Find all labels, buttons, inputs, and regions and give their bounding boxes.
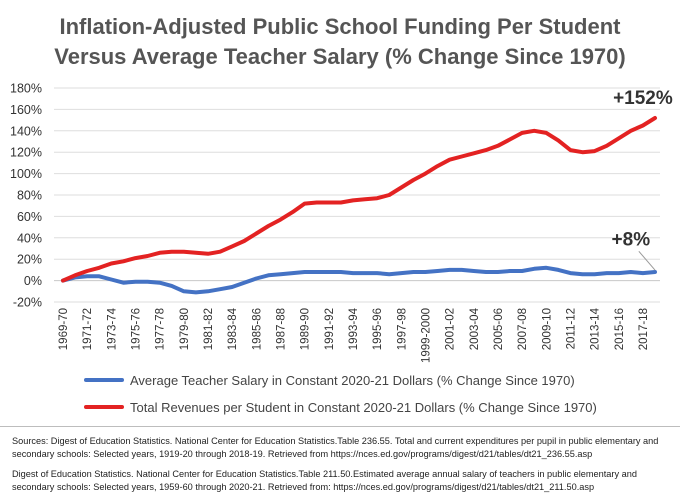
x-tick-label: 1991-92 xyxy=(324,308,336,350)
annotation-pointer xyxy=(638,250,656,271)
x-tick-label: 2009-10 xyxy=(541,308,553,350)
y-tick-label: 100% xyxy=(10,167,42,181)
x-tick-label: 2015-16 xyxy=(614,308,626,350)
y-tick-label: 0% xyxy=(24,274,42,288)
x-tick-label: 2001-02 xyxy=(445,308,457,350)
series-line-1 xyxy=(61,116,657,283)
x-tick-label: 2017-18 xyxy=(638,308,650,350)
y-axis-tick-labels: -20% 0% 20% 40% 60% 80% 100% 120% 140% 160% 180% xyxy=(10,82,42,310)
annotation-label-1: +8% xyxy=(612,229,651,250)
x-tick-label: 2011-12 xyxy=(565,308,577,349)
legend-swatch-revenue xyxy=(84,405,124,409)
y-tick-label: 60% xyxy=(17,210,42,224)
x-tick-label: 1981-82 xyxy=(203,308,215,350)
chart-title: Inflation-Adjusted Public School Funding… xyxy=(0,12,680,72)
y-tick-label: 180% xyxy=(10,82,42,96)
series-lines xyxy=(61,116,657,295)
x-tick-label: 2013-14 xyxy=(590,307,602,350)
x-axis-tick-labels: 1969-70 1971-72 1973-74 1975-76 1977-78 1979-… xyxy=(58,307,650,363)
legend-item-revenue: Total Revenues per Student in Constant 2… xyxy=(84,397,644,417)
legend-swatch-salary xyxy=(84,378,124,382)
source-citation-2: Digest of Education Statistics. National… xyxy=(12,469,637,492)
y-tick-label: 80% xyxy=(17,189,42,203)
chart-title-line-2: Versus Average Teacher Salary (% Change … xyxy=(54,44,626,69)
x-tick-label: 1979-80 xyxy=(179,308,191,350)
x-tick-label: 1997-98 xyxy=(396,308,408,350)
x-tick-label: 2005-06 xyxy=(493,308,505,350)
x-tick-label: 1999-2000 xyxy=(420,308,432,363)
x-tick-label: 1969-70 xyxy=(58,308,70,350)
y-tick-label: 120% xyxy=(10,146,42,160)
x-tick-label: 1995-96 xyxy=(372,308,384,350)
series-line-0 xyxy=(61,265,657,295)
y-tick-label: 20% xyxy=(17,253,42,267)
chart-title-line-1: Inflation-Adjusted Public School Funding… xyxy=(59,14,621,39)
y-tick-label: 160% xyxy=(10,103,42,117)
y-tick-label: -20% xyxy=(13,296,42,310)
legend-label-salary: Average Teacher Salary in Constant 2020-… xyxy=(130,372,575,388)
x-tick-label: 1989-90 xyxy=(300,308,312,350)
chart-card: Inflation-Adjusted Public School Funding… xyxy=(0,12,680,417)
x-tick-label: 1973-74 xyxy=(106,307,118,350)
x-tick-label: 1985-86 xyxy=(251,308,263,350)
legend-label-revenue: Total Revenues per Student in Constant 2… xyxy=(130,399,597,415)
gridlines xyxy=(54,87,660,303)
legend-item-salary: Average Teacher Salary in Constant 2020-… xyxy=(84,370,644,390)
x-tick-label: 1971-72 xyxy=(82,308,94,350)
x-tick-label: 1977-78 xyxy=(155,308,167,350)
x-tick-label: 1975-76 xyxy=(130,308,142,350)
sources-note: Sources: Digest of Education Statistics.… xyxy=(0,426,680,504)
line-chart: -20% 0% 20% 40% 60% 80% 100% 120% 140% 160% 180% 1… xyxy=(10,82,673,364)
x-tick-label: 1983-84 xyxy=(227,307,239,350)
x-tick-label: 2003-04 xyxy=(469,307,481,350)
source-citation-1: Sources: Digest of Education Statistics.… xyxy=(12,436,659,459)
annotation-label-0: +152% xyxy=(613,88,673,109)
x-tick-label: 2007-08 xyxy=(517,308,529,350)
y-tick-label: 40% xyxy=(17,231,42,245)
x-tick-label: 1993-94 xyxy=(348,307,360,350)
y-tick-label: 140% xyxy=(10,124,42,138)
annotations: +152% +8% xyxy=(612,88,673,271)
x-tick-label: 1987-88 xyxy=(275,308,287,350)
